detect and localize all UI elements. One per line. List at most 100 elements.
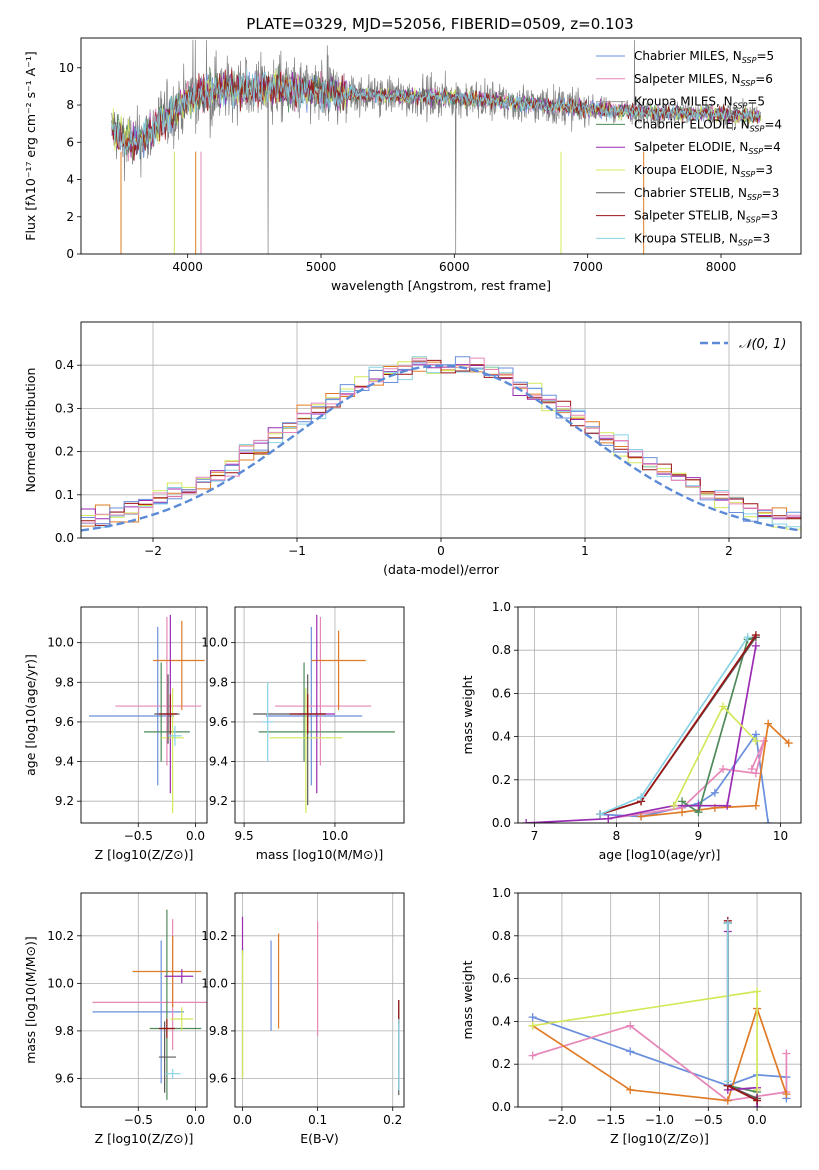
plot-area [241, 916, 400, 1096]
normal-curve [81, 364, 801, 532]
spectrum-panel: 4000 5000 6000 7000 8000 0 2 4 6 8 10 wavelength [A… [23, 37, 802, 293]
residuals-panel: −2 −1 0 1 2 0.0 0.1 0.2 0.3 0.4 (data-model)/error… [23, 321, 802, 577]
mass-weight-marker [528, 1013, 537, 1022]
mass-weight-vs-metallicity-panel: −2.0 −1.5 −1.0 −0.5 0.0 0.0 0.2 0.4 0.6 0.8 1.0 Z [… [460, 886, 802, 1146]
figure-title: PLATE=0329, MJD=52056, FIBERID=0509, z=0… [246, 15, 633, 33]
x-tick-label: 0.0 [748, 1113, 767, 1127]
mass-weight-marker [522, 819, 531, 823]
mass-weight-marker [764, 819, 773, 823]
x-axis-label: Z [log10(Z/Z⊙)] [610, 1131, 709, 1146]
mass-weight-marker [719, 702, 728, 711]
mass-weight-marker [637, 793, 646, 802]
model-spectrum-line [111, 68, 761, 160]
x-tick-label: 8000 [706, 260, 737, 274]
y-axis-label: Flux [fλ10⁻¹⁷ erg cm⁻² s⁻¹ A⁻¹] [23, 51, 38, 240]
x-tick-label: 0.0 [186, 829, 205, 843]
mass-weight-marker [760, 736, 769, 745]
y-tick-label: 0.6 [492, 686, 511, 700]
y-tick-label: 9.2 [55, 794, 74, 808]
x-tick-label: 4000 [172, 260, 203, 274]
y-tick-label: 0.4 [492, 1014, 511, 1028]
mass-weight-marker [678, 797, 687, 806]
x-tick-label: 0 [437, 544, 445, 558]
y-tick-label: 4 [66, 173, 74, 187]
legend-subscript: SSP [750, 124, 765, 133]
y-tick-label: 10.0 [47, 636, 74, 650]
mass-weight-marker [596, 810, 605, 819]
x-tick-label: −0.5 [124, 829, 153, 843]
mass-weight-marker [782, 1090, 791, 1099]
y-tick-label: 9.8 [55, 1024, 74, 1038]
legend-label-rest: =4 [763, 140, 781, 154]
mass-weight-marker [751, 801, 760, 810]
mass-weight-marker [753, 1096, 762, 1105]
y-tick-label: 9.6 [209, 715, 228, 729]
y-tick-label: 0.0 [492, 1100, 511, 1114]
mass-weight-marker [669, 801, 678, 810]
mass-weight-marker [751, 769, 760, 778]
x-tick-label: −1.5 [596, 1113, 625, 1127]
mass-weight-marker [604, 814, 613, 823]
legend-label: Kroupa MILES, NSSP=5 [634, 95, 765, 111]
x-tick-label: 6000 [439, 260, 470, 274]
y-tick-label: 0 [66, 247, 74, 261]
x-tick-label: −2 [144, 544, 162, 558]
y-tick-label: 2 [66, 210, 74, 224]
y-tick-label: 10.2 [47, 929, 74, 943]
x-axis-label: wavelength [Angstrom, rest frame] [331, 278, 551, 293]
mass-weight-line [681, 636, 757, 814]
axes-frame [80, 606, 208, 824]
y-axis-label: mass weight [460, 675, 475, 754]
axes-frame [80, 37, 802, 255]
legend-subscript: SSP [733, 102, 748, 111]
legend-label: Chabrier ELODIE, NSSP=4 [634, 117, 782, 133]
x-tick-label: −1.0 [645, 1113, 674, 1127]
mass-weight-marker [723, 801, 732, 810]
age-vs-metallicity-panel: −0.5 0.0 9.2 9.4 9.6 9.8 10.0 Z [log10(Z/Z⊙)] ag… [23, 606, 208, 862]
y-tick-label: 9.8 [209, 1024, 228, 1038]
axes-frame [517, 606, 802, 824]
x-tick-label: 8 [613, 829, 621, 843]
y-tick-label: 9.8 [209, 675, 228, 689]
mass-weight-line [526, 645, 757, 823]
x-tick-label: 1 [581, 544, 589, 558]
mass-weight-marker [626, 1047, 635, 1056]
y-tick-label: 0.0 [55, 531, 74, 545]
plot-area [522, 631, 793, 823]
y-tick-label: 0.4 [55, 358, 74, 372]
mass-weight-marker [710, 788, 719, 797]
mass-weight-marker [784, 739, 793, 748]
legend-label: Kroupa ELODIE, NSSP=3 [634, 163, 773, 179]
x-axis-label: Z [log10(Z/Z⊙)] [95, 847, 194, 862]
mass-weight-marker [782, 1049, 791, 1058]
x-tick-label: 0.0 [186, 1113, 205, 1127]
plot-area [111, 39, 762, 254]
x-tick-label: 7 [531, 829, 539, 843]
x-tick-label: 0.0 [233, 1113, 252, 1127]
y-tick-label: 9.6 [209, 1071, 228, 1085]
mass-weight-marker [764, 719, 773, 728]
legend-label: Chabrier STELIB, NSSP=3 [634, 186, 779, 202]
legend-subscript: SSP [741, 170, 756, 179]
mass-weight-marker [751, 641, 760, 650]
y-tick-label: 1.0 [492, 600, 511, 614]
y-tick-label: 0.8 [492, 643, 511, 657]
mass-weight-marker [637, 812, 646, 821]
mass-weight-marker [528, 1051, 537, 1060]
y-axis-label: age [log10(age/yr)] [23, 654, 38, 776]
legend-label-rest: =6 [755, 72, 773, 86]
y-tick-label: 1.0 [492, 886, 511, 900]
mass-weight-line [599, 732, 770, 823]
y-tick-label: 10.0 [201, 636, 228, 650]
legend-label-rest: =3 [755, 163, 773, 177]
mass-vs-metallicity-panel: −0.5 0.0 9.6 9.8 10.0 10.2 Z [log10(Z/Z⊙)] mass… [23, 892, 208, 1146]
y-tick-label: 0.8 [492, 929, 511, 943]
x-tick-label: −1 [288, 544, 306, 558]
axes-frame [234, 606, 405, 824]
x-tick-label: 0.2 [383, 1113, 402, 1127]
axes-frame [234, 892, 405, 1108]
x-tick-label: 5000 [306, 260, 337, 274]
y-tick-label: 9.4 [55, 755, 74, 769]
legend-subscript: SSP [746, 216, 761, 225]
y-tick-label: 8 [66, 98, 74, 112]
